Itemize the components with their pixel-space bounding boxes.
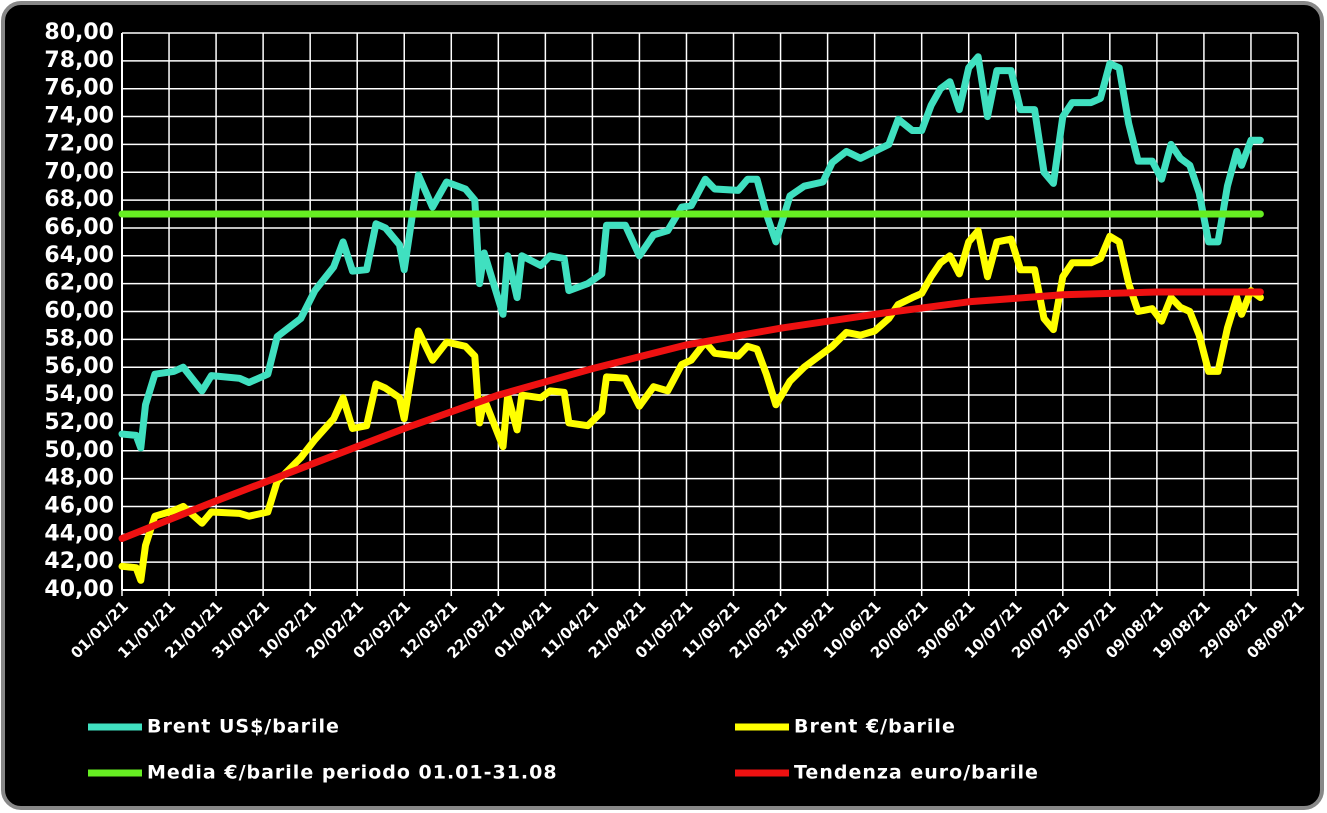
y-tick-label: 78,00 (44, 48, 114, 73)
y-tick-label: 62,00 (44, 271, 114, 296)
y-tick-label: 56,00 (44, 354, 114, 379)
y-tick-label: 50,00 (44, 438, 114, 463)
y-tick-label: 44,00 (44, 521, 114, 546)
y-tick-label: 52,00 (44, 410, 114, 435)
y-tick-label: 80,00 (44, 20, 114, 45)
series-line (118, 53, 1264, 452)
y-tick-label: 48,00 (44, 466, 114, 491)
y-tick-label: 72,00 (44, 131, 114, 156)
y-tick-label: 68,00 (44, 187, 114, 212)
legend-label: Brent €/barile (794, 716, 956, 738)
series-line (118, 288, 1264, 542)
y-tick-label: 58,00 (44, 326, 114, 351)
y-tick-label: 74,00 (44, 104, 114, 129)
y-tick-label: 46,00 (44, 493, 114, 518)
y-tick-label: 40,00 (44, 577, 114, 602)
legend-label: Brent US$/barile (147, 716, 340, 738)
series-line (118, 227, 1264, 584)
y-tick-label: 64,00 (44, 243, 114, 268)
y-tick-label: 60,00 (44, 299, 114, 324)
y-tick-label: 54,00 (44, 382, 114, 407)
y-tick-label: 70,00 (44, 159, 114, 184)
legend-label: Tendenza euro/barile (794, 762, 1039, 784)
legend-label: Media €/barile periodo 01.01-31.08 (147, 762, 558, 784)
y-tick-label: 66,00 (44, 215, 114, 240)
y-tick-label: 42,00 (44, 549, 114, 574)
y-tick-label: 76,00 (44, 76, 114, 101)
